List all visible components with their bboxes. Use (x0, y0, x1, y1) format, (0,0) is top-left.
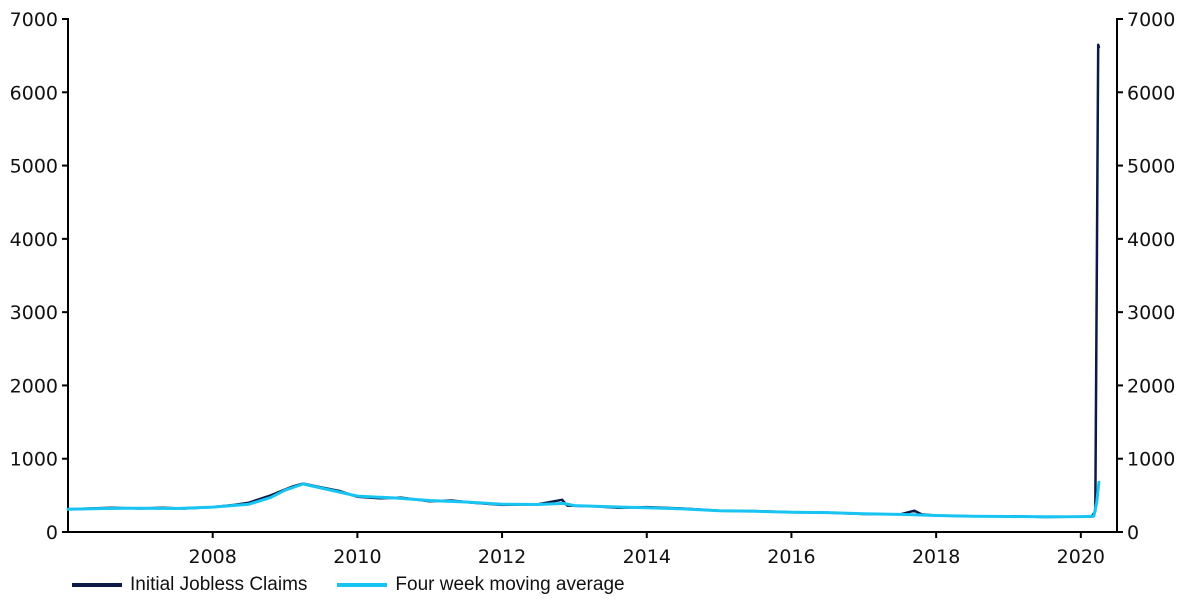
series-line-four-week-average (66, 480, 1101, 519)
y-tick-label-left: 1000 (10, 449, 58, 471)
x-tick-label: 2012 (478, 546, 526, 568)
x-tick-label: 2008 (189, 546, 237, 568)
y-tick-label-left: 2000 (10, 375, 58, 397)
y-tick-label-left: 4000 (10, 229, 58, 251)
y-tick-label-right: 0 (1127, 522, 1139, 544)
y-tick-label-left: 5000 (10, 156, 58, 178)
y-tick-label-right: 5000 (1127, 156, 1175, 178)
y-tick-label-right: 2000 (1127, 375, 1175, 397)
y-tick-label-right: 3000 (1127, 302, 1175, 324)
x-tick-label: 2020 (1057, 546, 1105, 568)
y-tick-label-right: 1000 (1127, 449, 1175, 471)
x-tick-label: 2014 (623, 546, 671, 568)
x-tick-label: 2010 (333, 546, 381, 568)
y-tick-label-right: 4000 (1127, 229, 1175, 251)
y-tick-label-right: 7000 (1127, 9, 1175, 31)
y-tick-label-right: 6000 (1127, 82, 1175, 104)
y-tick-label-left: 6000 (10, 82, 58, 104)
y-tick-label-left: 0 (46, 522, 58, 544)
series-layer (66, 43, 1101, 519)
legend-item-claims: Initial Jobless Claims (72, 574, 307, 596)
series-line-initial-jobless-claims (66, 43, 1101, 519)
legend-swatch-average (337, 583, 388, 587)
legend-item-average: Four week moving average (337, 574, 625, 596)
legend: Initial Jobless Claims Four week moving … (72, 574, 655, 596)
y-tick-label-left: 3000 (10, 302, 58, 324)
legend-label-average: Four week moving average (395, 574, 625, 595)
chart: 0 0 1000 1000 2000 2000 3000 3000 4000 4000 5000 50… (10, 9, 1176, 568)
x-tick-label: 2016 (767, 546, 815, 568)
legend-label-claims: Initial Jobless Claims (130, 574, 308, 595)
legend-swatch-claims (72, 583, 122, 587)
axes: 0 0 1000 1000 2000 2000 3000 3000 4000 4000 5000 50… (10, 9, 1176, 568)
x-tick-label: 2018 (912, 546, 960, 568)
y-tick-label-left: 7000 (10, 9, 58, 31)
